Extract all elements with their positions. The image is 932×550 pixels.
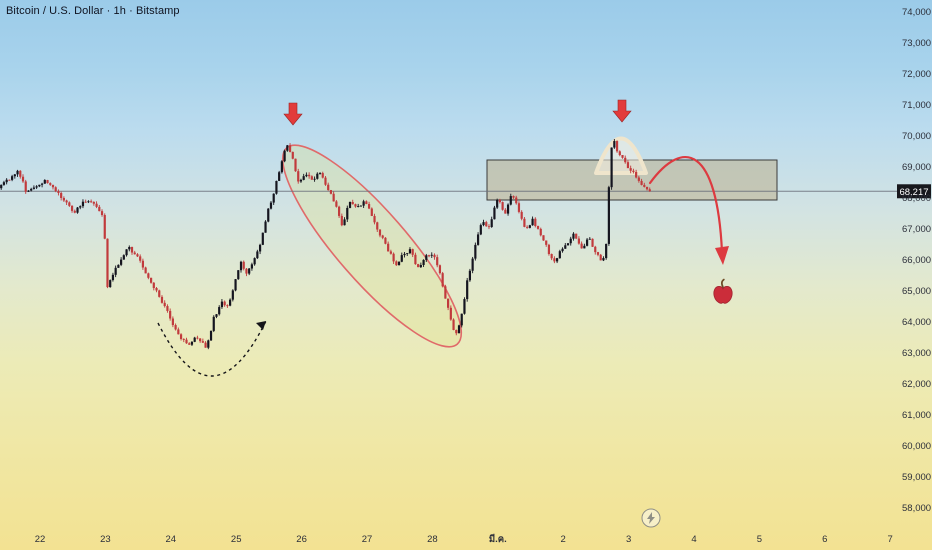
price-tick-label: 61,000 bbox=[902, 410, 931, 421]
time-tick-label[interactable]: 6 bbox=[822, 534, 827, 545]
price-tick-label: 67,000 bbox=[902, 224, 931, 235]
channel-ellipse[interactable] bbox=[260, 125, 483, 367]
price-tick-label: 68,000 bbox=[902, 193, 931, 204]
chart-drawings-under bbox=[0, 125, 897, 367]
price-tick-label: 71,000 bbox=[902, 100, 931, 111]
time-tick-label[interactable]: 24 bbox=[166, 534, 177, 545]
time-tick-label[interactable]: 27 bbox=[362, 534, 373, 545]
down-arrow[interactable] bbox=[612, 99, 632, 123]
price-tick-label: 69,000 bbox=[902, 162, 931, 173]
price-tick-label: 58,000 bbox=[902, 503, 931, 514]
time-tick-label[interactable]: 25 bbox=[231, 534, 242, 545]
price-tick-label: 73,000 bbox=[902, 38, 931, 49]
time-tick-label[interactable]: 7 bbox=[888, 534, 893, 545]
price-scale[interactable]: 74,000 73,000 72,000 71,000 70,000 69,000 68,0… bbox=[902, 7, 931, 514]
dome-arc[interactable] bbox=[594, 136, 648, 175]
candlestick-series[interactable] bbox=[0, 139, 651, 350]
price-tick-label: 62,000 bbox=[902, 379, 931, 390]
chart-drawings-over: 68,217 bbox=[157, 99, 931, 528]
time-tick-label[interactable]: 28 bbox=[427, 534, 438, 545]
symbol-title[interactable]: Bitcoin / U.S. Dollar · 1h · Bitstamp bbox=[6, 5, 180, 17]
price-tick-label: 64,000 bbox=[902, 317, 931, 328]
time-tick-label[interactable]: 5 bbox=[757, 534, 762, 545]
projection-curve-arrow[interactable] bbox=[648, 156, 729, 265]
time-tick-label[interactable]: 2 bbox=[561, 534, 566, 545]
last-price-label: 68,217 bbox=[897, 184, 931, 199]
price-tick-label: 63,000 bbox=[902, 348, 931, 359]
price-tick-label: 74,000 bbox=[902, 7, 931, 18]
dashed-smile-arrow[interactable] bbox=[157, 320, 267, 377]
time-tick-label[interactable]: 22 bbox=[35, 534, 46, 545]
time-tick-label[interactable]: มี.ค. bbox=[489, 533, 507, 545]
time-tick-label[interactable]: 23 bbox=[100, 534, 111, 545]
svg-text:68,217: 68,217 bbox=[899, 187, 928, 198]
price-tick-label: 66,000 bbox=[902, 255, 931, 266]
apple-drawing[interactable] bbox=[713, 278, 733, 304]
bolt-marker[interactable] bbox=[641, 508, 661, 528]
price-tick-label: 60,000 bbox=[902, 441, 931, 452]
price-tick-label: 65,000 bbox=[902, 286, 931, 297]
price-tick-label: 70,000 bbox=[902, 131, 931, 142]
time-scale[interactable]: 22 23 24 25 26 27 28 มี.ค. 2 3 4 5 6 7 bbox=[35, 533, 893, 545]
time-tick-label[interactable]: 26 bbox=[296, 534, 307, 545]
price-tick-label: 72,000 bbox=[902, 69, 931, 80]
time-tick-label[interactable]: 3 bbox=[626, 534, 631, 545]
down-arrow[interactable] bbox=[283, 102, 303, 126]
time-tick-label[interactable]: 4 bbox=[691, 534, 696, 545]
price-tick-label: 59,000 bbox=[902, 472, 931, 483]
